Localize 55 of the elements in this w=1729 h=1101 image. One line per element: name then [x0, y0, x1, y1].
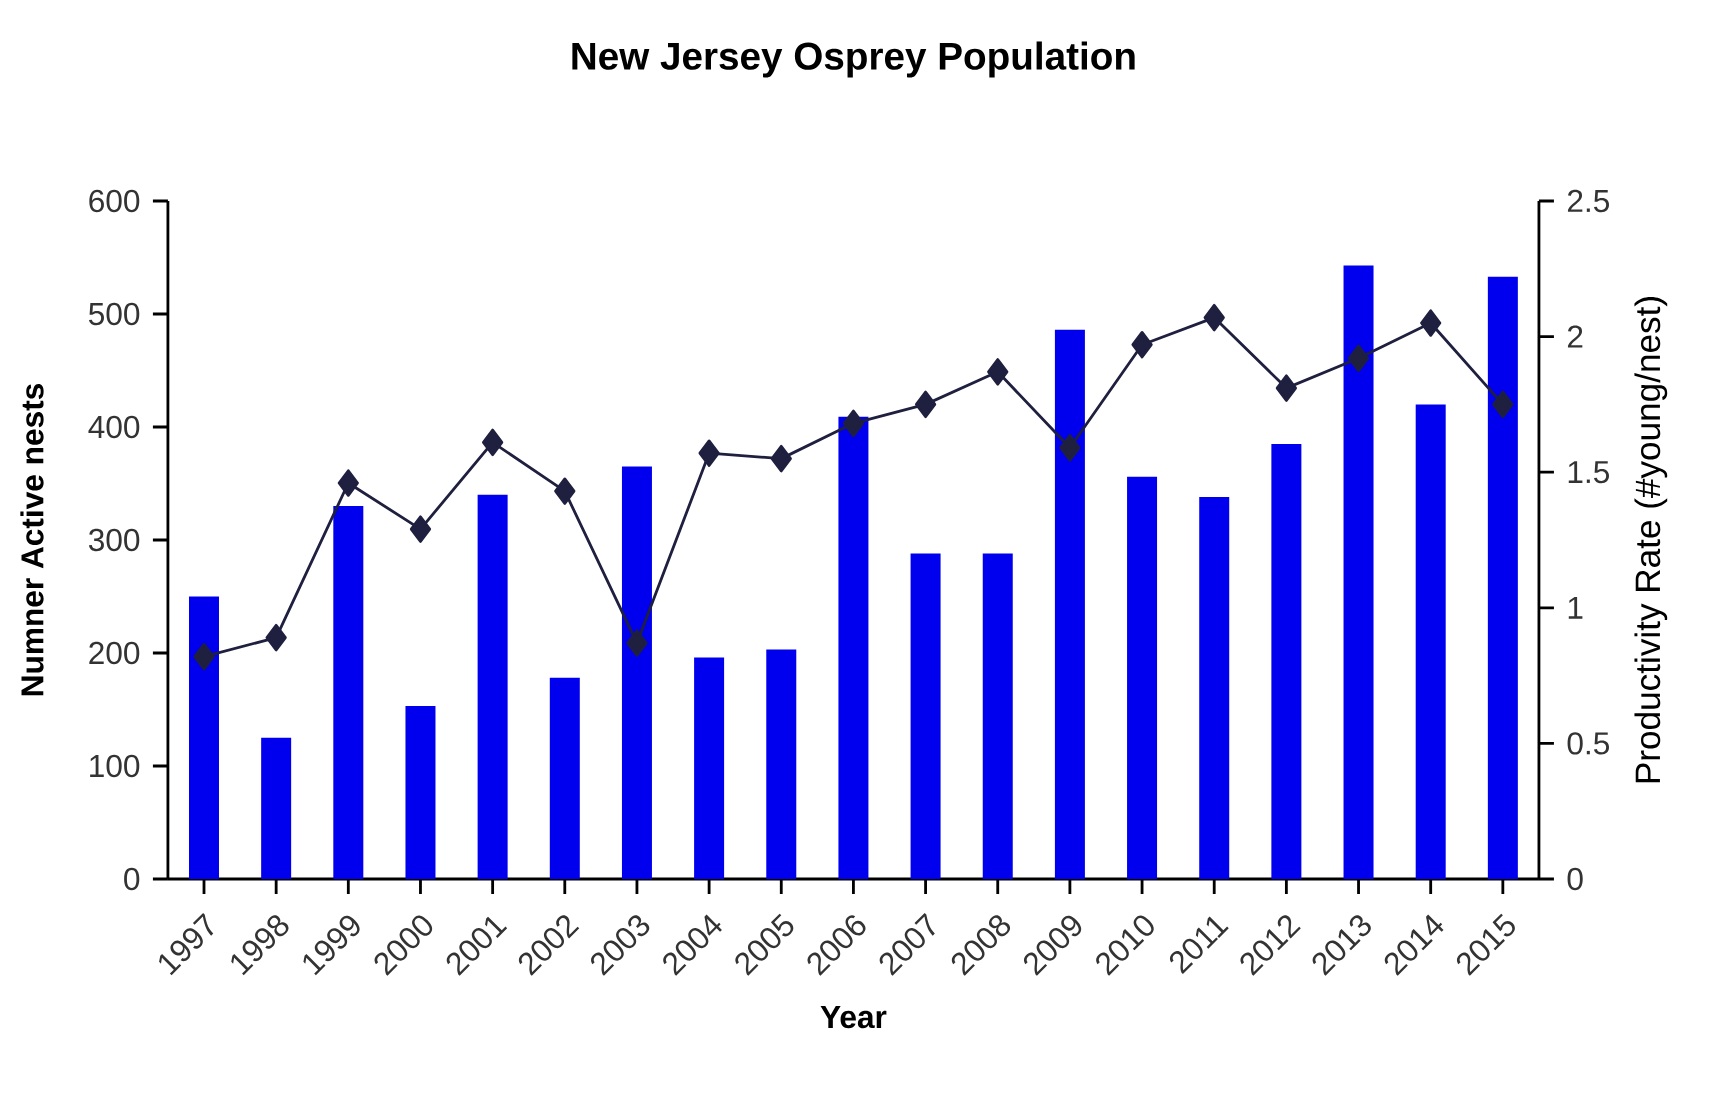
point [1131, 331, 1153, 359]
point [337, 469, 359, 497]
y-tick-label: 300 [88, 528, 140, 552]
bar [261, 737, 292, 879]
point [1347, 344, 1370, 372]
y-axis-title: Numner Active nests [20, 383, 44, 696]
bar [694, 657, 725, 879]
chart-title: New Jersey Osprey Population [572, 41, 1135, 78]
bar [1343, 265, 1374, 879]
point [1275, 374, 1298, 402]
point [409, 515, 432, 543]
y2-tick-label: 2 [1567, 325, 1583, 348]
point [698, 439, 720, 467]
bar [766, 649, 797, 879]
bar [1127, 476, 1158, 879]
point [842, 409, 865, 438]
point [193, 642, 215, 671]
bar [838, 416, 869, 879]
point [482, 428, 504, 457]
y-tick-label: 500 [88, 302, 140, 326]
bar [621, 466, 652, 879]
point [626, 629, 648, 657]
bar [333, 506, 364, 879]
y2-tick-label: 0 [1567, 867, 1583, 891]
y2-axis-title: Productivity Rate (#young/nest) [1634, 297, 1668, 783]
bar [189, 596, 219, 879]
y-tick-label: 200 [89, 641, 140, 665]
y-tick-label: 100 [90, 754, 140, 778]
y2-tick-label: 1 [1568, 596, 1583, 619]
point [987, 358, 1009, 386]
y2-tick-label: 0.5 [1567, 732, 1609, 755]
point [1203, 303, 1225, 332]
bar [405, 706, 436, 879]
y-tick-label: 0 [124, 867, 140, 891]
bar [1054, 329, 1085, 879]
y2-tick-label: 1.5 [1568, 461, 1609, 484]
point [265, 623, 287, 652]
bar [1415, 404, 1446, 879]
y-tick-label: 400 [88, 415, 140, 439]
y2-tick-label: 2.5 [1567, 189, 1609, 213]
bar [1199, 497, 1230, 879]
x-axis-title: Year [820, 1006, 887, 1029]
bar [477, 494, 508, 879]
point [914, 390, 937, 419]
y-tick-label: 600 [89, 189, 140, 213]
bar [1271, 443, 1302, 879]
point [1492, 390, 1514, 419]
bar [982, 553, 1013, 879]
point [1059, 434, 1081, 462]
point [770, 444, 792, 473]
bar [910, 553, 941, 879]
point [1420, 309, 1442, 337]
bar [1487, 276, 1518, 879]
bar [549, 677, 580, 879]
point [554, 477, 576, 505]
